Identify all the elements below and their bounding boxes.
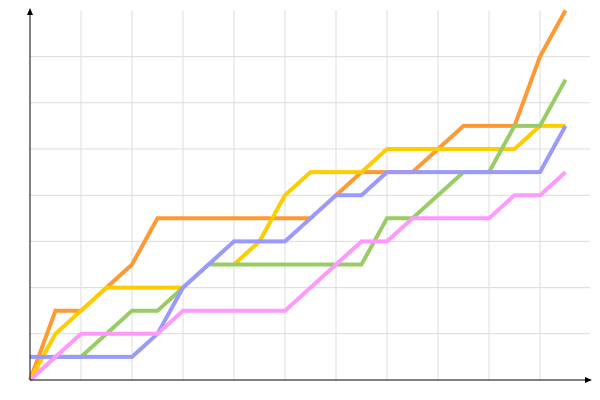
- series-line-2: [28, 123, 566, 381]
- series-group: [28, 9, 568, 382]
- series-line-5: [28, 170, 567, 382]
- axes: [27, 8, 592, 383]
- y-axis-arrow-icon: [27, 8, 33, 15]
- x-axis-arrow-icon: [585, 377, 592, 383]
